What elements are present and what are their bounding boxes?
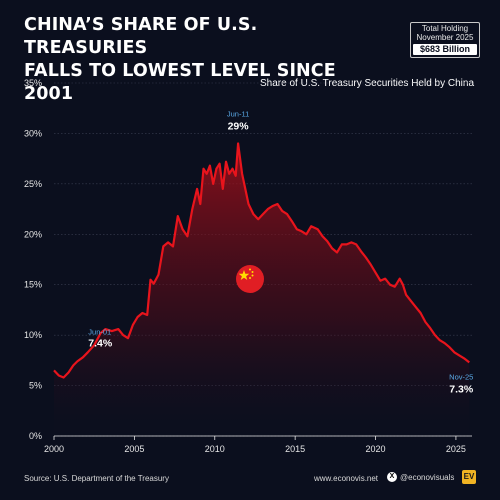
annotation-date: Jun-11 (227, 110, 249, 119)
x-logo-icon: X (387, 472, 397, 482)
annotation-value: 29% (228, 121, 250, 133)
title-line-1: CHINA’S SHARE OF U.S. TREASURIES (24, 15, 258, 58)
source-note: Source: U.S. Department of the Treasury (24, 474, 169, 483)
social-handle[interactable]: X @econovisuals (387, 472, 454, 482)
x-tick-label: 2025 (446, 444, 466, 454)
series-line (53, 142, 470, 379)
series-area (54, 143, 470, 436)
x-tick-label: 2020 (366, 444, 386, 454)
social-handle-text: @econovisuals (400, 472, 455, 482)
x-tick-label: 2015 (285, 444, 305, 454)
annotation-date: Nov-25 (449, 372, 473, 381)
total-holding-value: $683 Billion (413, 44, 477, 55)
page-title: CHINA’S SHARE OF U.S. TREASURIES FALLS T… (24, 14, 354, 106)
y-tick-label: 0% (29, 431, 42, 441)
y-tick-label: 20% (24, 229, 42, 239)
total-holding-label: Total Holding (421, 24, 469, 33)
chart-title: Share of U.S. Treasury Securities Held b… (260, 78, 474, 89)
y-tick-label: 10% (24, 330, 42, 340)
y-tick-label: 25% (24, 179, 42, 189)
x-tick-label: 2010 (205, 444, 225, 454)
x-tick-label: 2000 (44, 444, 64, 454)
brand-logo: EV (462, 470, 476, 484)
y-tick-label: 35% (24, 78, 42, 88)
y-tick-label: 15% (24, 280, 42, 290)
website-link[interactable]: www.econovis.net (314, 474, 379, 483)
annotation-date: Jun-01 (88, 327, 111, 336)
title-line-2: FALLS TO LOWEST LEVEL SINCE 2001 (24, 61, 336, 104)
y-tick-label: 30% (24, 128, 42, 138)
total-holding-box: Total Holding November 2025 $683 Billion (410, 22, 480, 58)
annotation-value: 7.4% (88, 337, 113, 349)
x-tick-label: 2005 (124, 444, 144, 454)
total-holding-date: November 2025 (416, 33, 474, 42)
annotation-value: 7.3% (449, 383, 474, 395)
china-flag-icon (236, 265, 264, 293)
y-tick-label: 5% (29, 381, 42, 391)
